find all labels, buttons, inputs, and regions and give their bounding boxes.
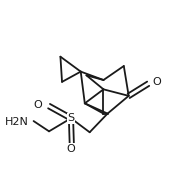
- Text: H2N: H2N: [5, 117, 29, 127]
- Text: O: O: [33, 100, 42, 110]
- Text: S: S: [67, 113, 74, 123]
- Text: O: O: [152, 77, 161, 87]
- Text: O: O: [66, 144, 75, 154]
